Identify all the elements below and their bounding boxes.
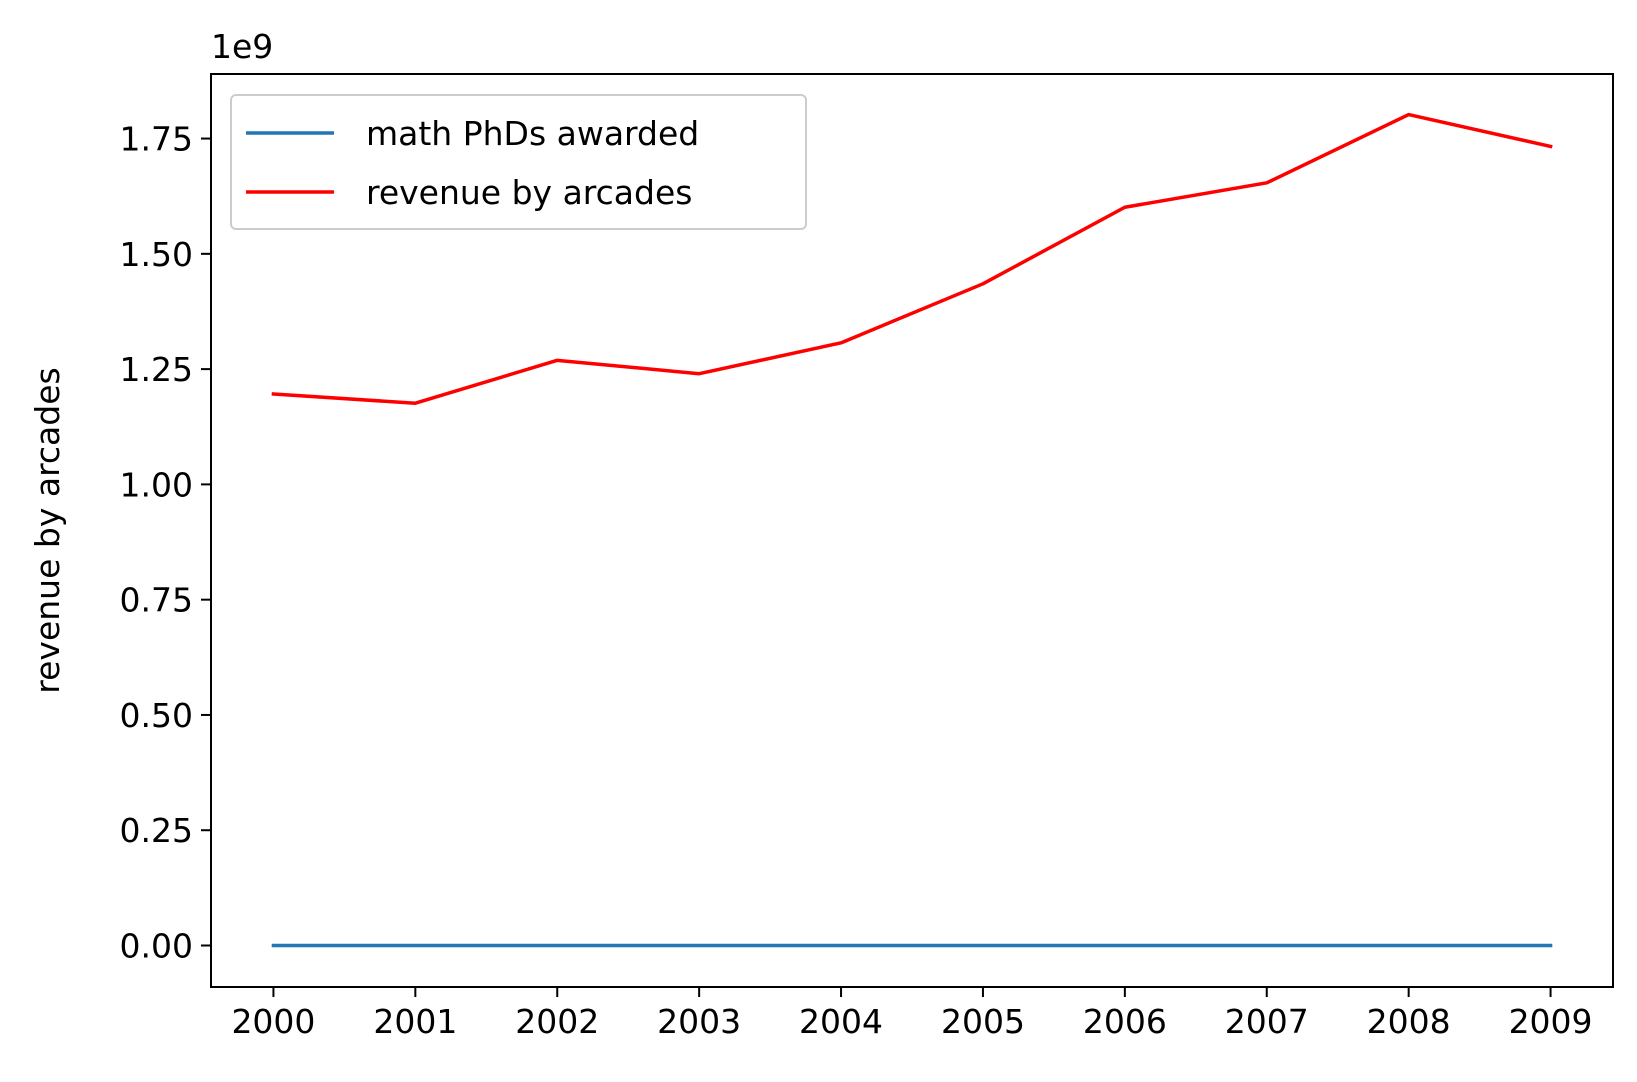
y-tick-label: 0.00 [120,927,193,966]
legend-label-0: math PhDs awarded [366,114,699,153]
legend: math PhDs awarded revenue by arcades [230,94,807,230]
y-tick-label: 0.50 [120,696,193,735]
series-line-1 [271,112,1553,405]
x-tick-label: 2009 [1509,1002,1593,1041]
x-tick-label: 2002 [515,1002,599,1041]
y-offset-label: 1e9 [211,27,273,66]
x-tick-label: 2006 [1083,1002,1167,1041]
x-tick-label: 2001 [373,1002,457,1041]
y-tick-label: 1.50 [120,235,193,274]
x-tick-label: 2007 [1225,1002,1309,1041]
plot-layer [271,112,1553,948]
y-axis-label: revenue by arcades [28,367,67,693]
x-tick-label: 2004 [799,1002,883,1041]
x-tick-label: 2000 [231,1002,315,1041]
plot-frame [210,73,1614,988]
y-tick-label: 1.75 [120,120,193,159]
y-tick-label: 1.00 [120,465,193,504]
y-tick-label: 0.75 [120,581,193,620]
y-tick-label: 1.25 [120,350,193,389]
legend-box [230,94,807,230]
axes-layer: 2000 2001 2002 2003 2004 2005 2006 2007 2008 2009… [28,27,1593,1041]
x-tick-label: 2003 [657,1002,741,1041]
x-tick-label: 2008 [1367,1002,1451,1041]
x-tick-label: 2005 [941,1002,1025,1041]
legend-label-1: revenue by arcades [366,173,692,212]
y-tick-label: 0.25 [120,811,193,850]
